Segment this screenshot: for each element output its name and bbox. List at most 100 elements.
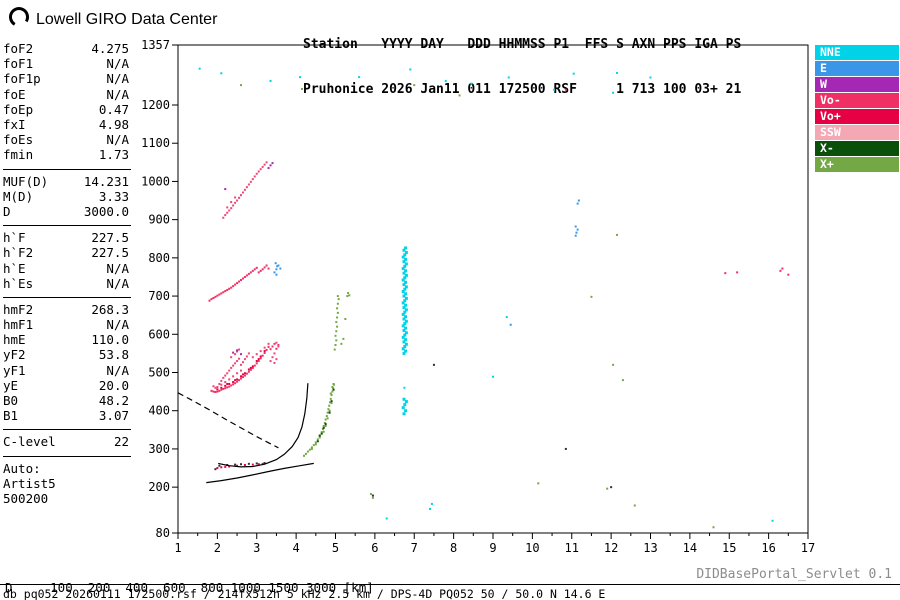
param-row-m-d: M(D) 3.33 xyxy=(3,189,133,204)
series-F-3rd-order xyxy=(222,161,268,219)
series-F-2nd-order xyxy=(208,264,270,302)
legend-item-nne: NNE xyxy=(815,45,899,60)
autoscaling-info-line: 500200 xyxy=(3,490,49,506)
param-row-fof2: foF2 4.275 xyxy=(3,41,133,56)
curve-model-lower-trace xyxy=(206,462,314,484)
x-tick-label: 14 xyxy=(683,541,697,555)
series-NNE-band-6-7MHz xyxy=(401,246,408,355)
param-label: B1 xyxy=(3,408,19,424)
y-tick-label: 400 xyxy=(148,404,170,418)
param-label: h`F2 xyxy=(3,245,34,261)
param-value: N/A xyxy=(106,56,129,72)
param-value: 48.2 xyxy=(98,393,129,409)
param-row-h-f2: h`F2 227.5 xyxy=(3,245,133,260)
series-noise-cyan xyxy=(198,67,774,522)
legend-item-e: E xyxy=(815,61,899,76)
param-label: hmF2 xyxy=(3,301,34,317)
param-value: 3.33 xyxy=(98,188,129,204)
y-tick-label: 1000 xyxy=(141,174,170,188)
x-tick-label: 1 xyxy=(174,541,181,555)
param-value: 0.47 xyxy=(98,101,129,117)
param-row-h-e: h`E N/A xyxy=(3,260,133,276)
param-label: foEp xyxy=(3,101,34,117)
param-label: h`F xyxy=(3,230,26,246)
plot-frame xyxy=(177,44,809,534)
param-value: 110.0 xyxy=(91,332,129,348)
param-value: 268.3 xyxy=(91,301,129,317)
param-row-fof1p: foF1p N/A xyxy=(3,71,133,86)
param-value: 20.0 xyxy=(98,377,129,393)
logo-text: Lowell GIRO Data Center xyxy=(36,10,218,28)
parameter-panel: foF2 4.275 foF1 N/A foF1p N/A foE N/A foEp 0.47 fx… xyxy=(3,41,133,506)
echo-type-legend: NNE E W Vo- Vo+ SSW X- X+ xyxy=(815,45,899,173)
param-row-fof1: foF1 N/A xyxy=(3,56,133,71)
param-value: N/A xyxy=(106,260,129,276)
param-label: foE xyxy=(3,86,26,102)
param-value: 227.5 xyxy=(91,230,129,246)
param-label: D xyxy=(3,203,11,219)
y-tick-label: 1200 xyxy=(141,98,170,112)
giro-logo-icon xyxy=(8,6,30,33)
series-X-2nd-order xyxy=(333,292,350,351)
x-tick-label: 15 xyxy=(722,541,736,555)
param-row-h-es: h`Es N/A xyxy=(3,276,133,291)
param-label: yE xyxy=(3,377,19,393)
param-value: 227.5 xyxy=(91,245,129,261)
servlet-version-label: DIDBasePortal_Servlet 0.1 xyxy=(696,567,892,582)
curve-model-F-trace xyxy=(218,383,309,468)
y-tick-label: 900 xyxy=(148,213,170,227)
param-row-hmf1: hmF1 N/A xyxy=(3,317,133,332)
param-label: C-level xyxy=(3,434,56,450)
y-tick-label: 500 xyxy=(148,365,170,379)
x-tick-label: 2 xyxy=(214,541,221,555)
param-separator xyxy=(3,455,131,457)
param-row-b1: B1 3.07 xyxy=(3,408,133,423)
x-tick-label: 4 xyxy=(293,541,300,555)
param-row-muf-d: MUF(D) 14.231 xyxy=(3,174,133,189)
param-label: foEs xyxy=(3,132,34,148)
param-label: yF1 xyxy=(3,362,26,378)
station-header-line2: Pruhonice 2026 Jan11 011 172500 RSF 1 71… xyxy=(303,82,742,97)
logo: Lowell GIRO Data Center xyxy=(8,6,217,33)
series-noise-dark xyxy=(371,363,613,497)
param-label: hmF1 xyxy=(3,317,34,333)
param-label: foF2 xyxy=(3,41,34,57)
param-row-d: D 3000.0 xyxy=(3,204,133,219)
param-label: yF2 xyxy=(3,347,26,363)
param-row-c-level: C-level 22 xyxy=(3,434,133,449)
x-tick-label: 9 xyxy=(489,541,496,555)
series-X-trace xyxy=(303,382,335,457)
y-tick-label: 1357 xyxy=(141,40,170,52)
y-tick-label: 700 xyxy=(148,289,170,303)
param-value: N/A xyxy=(106,275,129,291)
param-label: fxI xyxy=(3,117,26,133)
legend-item-x: X- xyxy=(815,141,899,156)
y-tick-label: 1100 xyxy=(141,136,170,150)
param-label: fmin xyxy=(3,147,34,163)
param-separator xyxy=(3,429,131,431)
x-tick-label: 17 xyxy=(801,541,815,555)
x-tick-label: 3 xyxy=(253,541,260,555)
param-label: M(D) xyxy=(3,188,34,204)
legend-item-vo: Vo- xyxy=(815,93,899,108)
x-tick-label: 6 xyxy=(371,541,378,555)
series-E-region-red xyxy=(216,462,264,470)
param-separator xyxy=(3,225,131,227)
param-row-yf2: yF2 53.8 xyxy=(3,347,133,362)
series-noise-green xyxy=(240,84,715,529)
param-label: B0 xyxy=(3,393,19,409)
series-noise-pink xyxy=(564,88,790,276)
param-separator xyxy=(3,296,131,298)
series-F1-O-trace xyxy=(210,342,280,393)
param-value: N/A xyxy=(106,362,129,378)
y-tick-label: 600 xyxy=(148,327,170,341)
param-row-fxi: fxI 4.98 xyxy=(3,117,133,132)
param-label: MUF(D) xyxy=(3,173,49,189)
x-tick-label: 13 xyxy=(643,541,657,555)
param-value: N/A xyxy=(106,86,129,102)
x-tick-label: 5 xyxy=(332,541,339,555)
y-tick-label: 300 xyxy=(148,442,170,456)
y-tick-label: 80 xyxy=(156,526,170,540)
series-F1-spread xyxy=(212,341,280,389)
